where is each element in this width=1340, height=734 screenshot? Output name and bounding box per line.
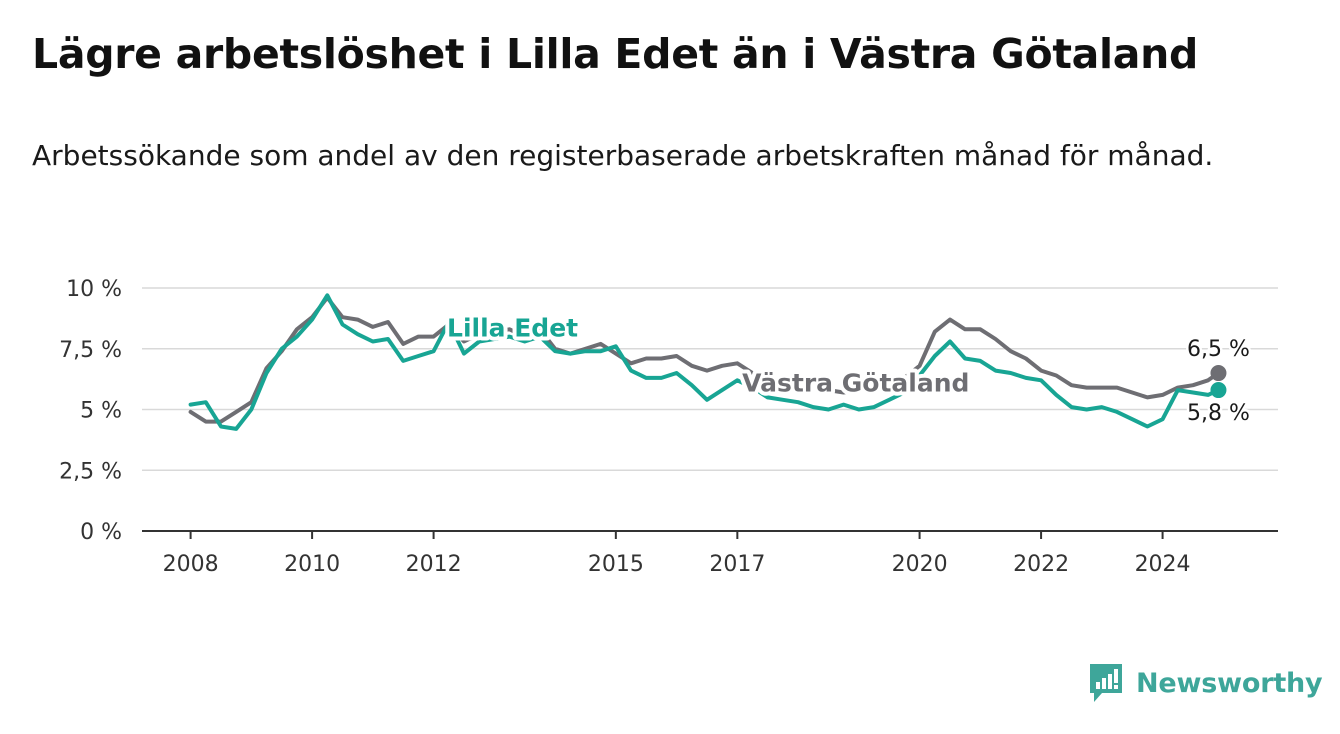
chart-title: Lägre arbetslöshet i Lilla Edet än i Väs… (32, 30, 1199, 78)
x-tick-label: 2017 (709, 552, 765, 577)
series-line-lilla-edet (188, 293, 1221, 431)
brand-logo: Newsworthy (1088, 661, 1323, 705)
x-tick-label: 2024 (1135, 552, 1191, 577)
x-tick-label: 2020 (892, 552, 948, 577)
y-tick-label: 7,5 % (59, 338, 122, 363)
end-point-marker (1210, 382, 1227, 399)
x-tick-label: 2022 (1013, 552, 1069, 577)
x-tick-label: 2010 (284, 552, 340, 577)
series-line-vastra-gotaland (188, 295, 1221, 424)
y-tick-label: 0 % (80, 520, 122, 545)
x-tick-label: 2012 (406, 552, 462, 577)
brand-name: Newsworthy (1136, 667, 1323, 699)
series-label-vastra-gotaland: Västra Götaland (742, 368, 969, 397)
chart-subtitle: Arbetssökande som andel av den registerb… (32, 139, 1214, 172)
series-label-lilla-edet: Lilla Edet (447, 314, 578, 343)
end-point-marker (1210, 365, 1227, 382)
x-tick-label: 2015 (588, 552, 644, 577)
end-value-label: 6,5 % (1187, 337, 1250, 362)
y-tick-label: 10 % (66, 277, 122, 302)
y-tick-label: 5 % (80, 399, 122, 424)
y-tick-label: 2,5 % (59, 459, 122, 484)
end-value-label: 5,8 % (1187, 401, 1250, 426)
newsworthy-logo-icon (1090, 664, 1122, 702)
x-tick-label: 2008 (163, 552, 219, 577)
